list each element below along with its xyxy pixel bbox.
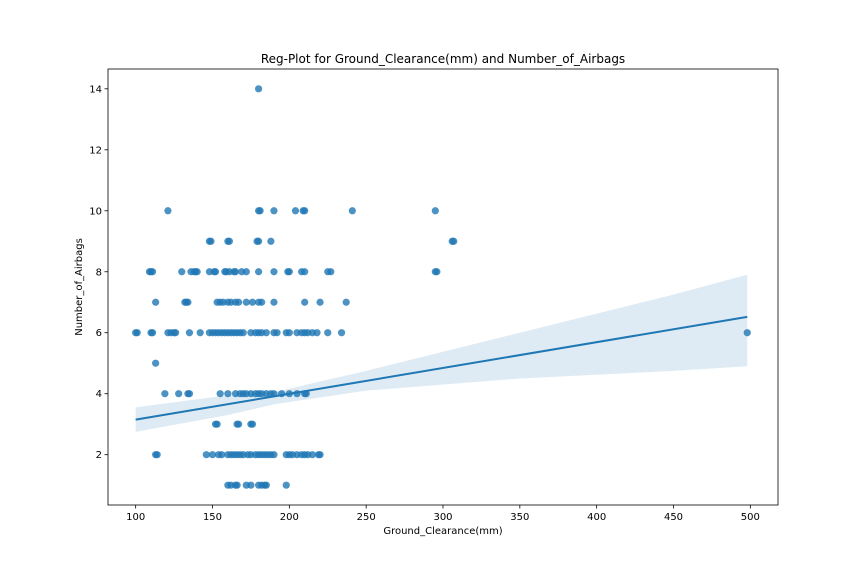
scatter-point <box>172 329 180 337</box>
y-tick-label: 12 <box>89 145 102 156</box>
scatter-point <box>242 298 250 306</box>
scatter-point <box>316 298 324 306</box>
y-axis: 2 4 6 8 10 12 14 <box>89 84 108 461</box>
scatter-point <box>239 329 247 337</box>
scatter-point <box>337 329 346 337</box>
scatter-point <box>450 237 458 245</box>
scatter-point <box>231 268 240 276</box>
scatter-point <box>316 451 324 459</box>
scatter-point <box>267 237 275 245</box>
scatter-point <box>152 298 160 306</box>
y-tick-label: 4 <box>96 389 102 400</box>
scatter-point <box>433 268 441 276</box>
scatter-point <box>208 451 217 459</box>
scatter-point <box>211 268 220 276</box>
scatter-point <box>235 298 243 306</box>
x-tick-label: 350 <box>510 512 529 523</box>
regression-line-layer <box>135 315 748 421</box>
scatter-point <box>327 268 335 276</box>
y-tick-label: 8 <box>96 267 102 278</box>
scatter-point <box>285 268 293 276</box>
y-tick-label: 10 <box>89 206 102 217</box>
scatter-point <box>233 481 241 489</box>
scatter-point <box>196 329 204 337</box>
x-tick-label: 400 <box>587 512 606 523</box>
scatter-point <box>148 329 157 337</box>
scatter-point <box>313 329 321 337</box>
y-tick-label: 2 <box>96 450 102 461</box>
scatter-point <box>235 420 243 428</box>
scatter-point <box>282 481 290 489</box>
scatter-point <box>225 237 233 245</box>
y-tick-label: 6 <box>96 328 102 339</box>
scatter-point <box>175 390 183 398</box>
scatter-point <box>262 329 270 337</box>
scatter-point <box>185 390 194 398</box>
scatter-point <box>285 329 293 337</box>
scatter-point <box>164 207 172 215</box>
x-tick-label: 150 <box>203 512 222 523</box>
scatter-point <box>255 85 263 93</box>
scatter-point <box>248 298 257 306</box>
scatter-point <box>308 451 316 459</box>
scatter-point <box>207 237 215 245</box>
scatter-point <box>152 359 160 367</box>
scatter-point <box>148 268 157 276</box>
regression-line <box>135 315 748 421</box>
scatter-point <box>255 268 263 276</box>
scatter-point <box>248 420 257 428</box>
scatter-point <box>291 207 300 215</box>
scatter-point <box>258 298 266 306</box>
chart-title: Reg-Plot for Ground_Clearance(mm) and Nu… <box>261 52 625 66</box>
x-tick-label: 200 <box>280 512 299 523</box>
scatter-point <box>273 329 281 337</box>
scatter-point <box>256 207 264 215</box>
x-tick-label: 250 <box>357 512 376 523</box>
scatter-point <box>133 329 141 337</box>
scatter-point <box>218 451 226 459</box>
scatter-point <box>193 268 201 276</box>
scatter-point <box>431 207 439 215</box>
scatter-point <box>178 268 186 276</box>
x-tick-label: 100 <box>126 512 145 523</box>
scatter-point <box>743 329 751 337</box>
x-axis: 100 150 200 250 300 350 400 450 500 <box>126 505 760 523</box>
scatter-point <box>301 298 309 306</box>
scatter-point <box>242 268 250 276</box>
scatter-point <box>270 268 278 276</box>
scatter-point <box>185 329 194 337</box>
x-tick-label: 300 <box>433 512 452 523</box>
scatter-point <box>262 481 270 489</box>
scatter-point <box>161 390 169 398</box>
scatter-point <box>224 390 232 398</box>
y-axis-label: Number_of_Airbags <box>74 238 85 336</box>
scatter-point <box>213 420 221 428</box>
scatter-point <box>247 481 255 489</box>
x-tick-label: 450 <box>664 512 683 523</box>
scatter-point <box>324 329 332 337</box>
scatter-point <box>348 207 356 215</box>
scatter-point <box>301 207 309 215</box>
plot-frame <box>107 68 779 506</box>
scatter-point <box>270 451 278 459</box>
scatter-point <box>216 390 224 398</box>
scatter-point <box>184 298 192 306</box>
scatter-point <box>342 298 350 306</box>
y-tick-label: 14 <box>89 84 102 95</box>
scatter-point <box>202 451 210 459</box>
scatter-point <box>153 451 161 459</box>
scatter-points-layer <box>132 85 751 489</box>
scatter-point <box>270 298 278 306</box>
scatter-point <box>255 237 263 245</box>
x-tick-label: 500 <box>741 512 760 523</box>
scatter-point <box>301 268 309 276</box>
scatter-point <box>270 207 278 215</box>
x-axis-label: Ground_Clearance(mm) <box>383 526 502 537</box>
